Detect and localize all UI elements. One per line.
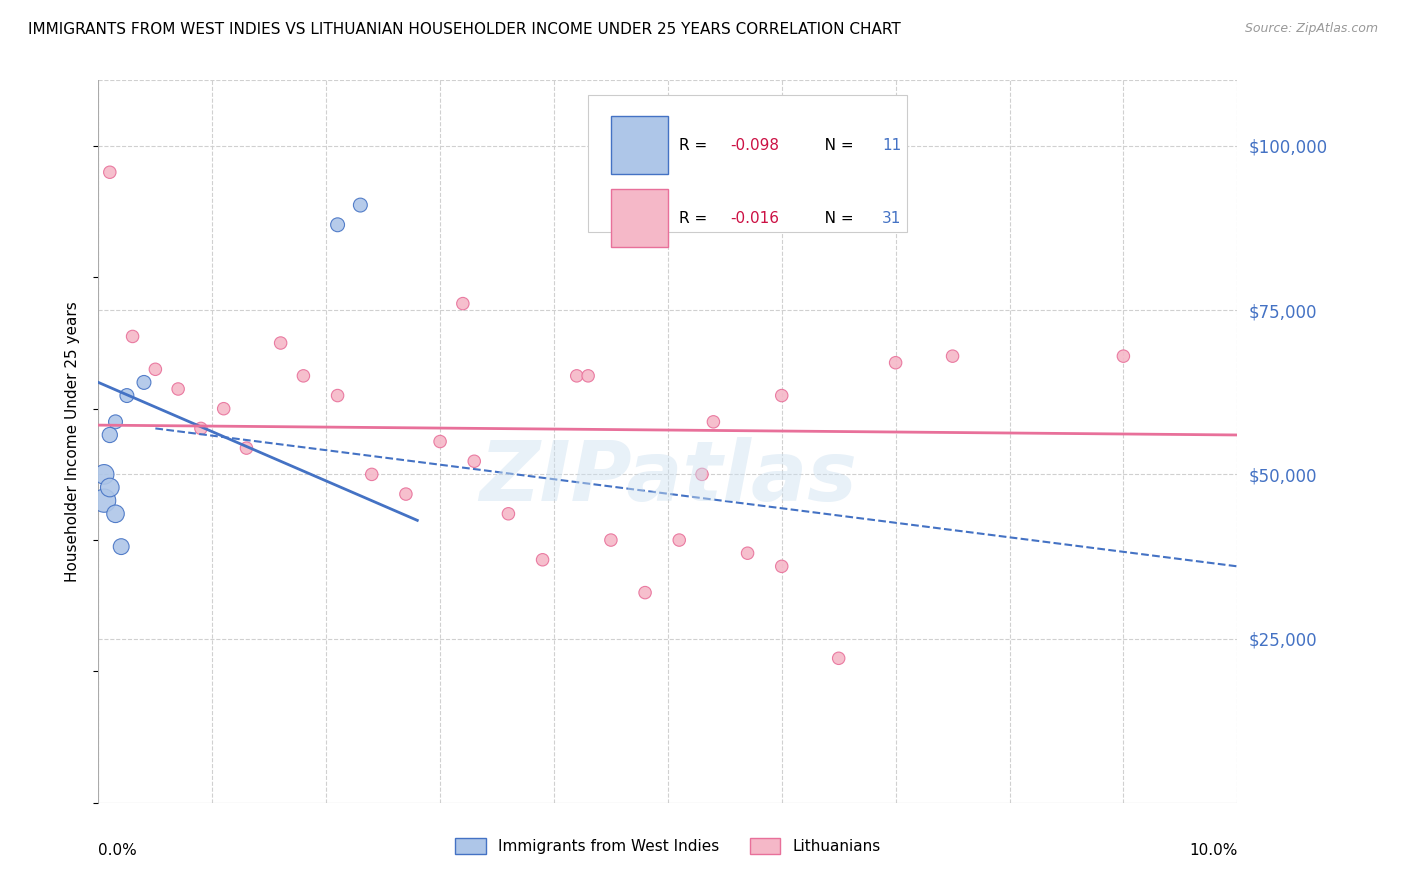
Text: Source: ZipAtlas.com: Source: ZipAtlas.com [1244,22,1378,36]
FancyBboxPatch shape [588,95,907,232]
Point [600,533,623,547]
Point [395,487,418,501]
Point [576,368,599,383]
Point [360,467,382,482]
FancyBboxPatch shape [612,189,668,247]
Text: IMMIGRANTS FROM WEST INDIES VS LITHUANIAN HOUSEHOLDER INCOME UNDER 25 YEARS CORR: IMMIGRANTS FROM WEST INDIES VS LITHUANIA… [28,22,901,37]
Point [110,540,132,554]
Text: R =: R = [679,211,713,226]
Point [93,493,115,508]
Y-axis label: Householder Income Under 25 years: Householder Income Under 25 years [65,301,80,582]
Text: 10.0%: 10.0% [1189,843,1237,857]
Point [1112,349,1135,363]
Point [115,388,138,402]
Point [349,198,371,212]
Point [167,382,190,396]
Point [942,349,965,363]
Point [828,651,851,665]
Point [132,376,155,390]
FancyBboxPatch shape [612,117,668,174]
Text: -0.016: -0.016 [731,211,779,226]
Point [104,415,127,429]
Point [235,441,257,455]
Text: N =: N = [810,137,859,153]
Text: 31: 31 [882,211,901,226]
Point [884,356,907,370]
Point [326,218,349,232]
Point [326,388,349,402]
Point [429,434,451,449]
Point [451,296,474,310]
Text: R =: R = [679,137,713,153]
Point [531,553,554,567]
Point [270,336,292,351]
Point [93,467,115,482]
Text: N =: N = [810,211,859,226]
Point [292,368,315,383]
Point [668,533,690,547]
Point [690,467,713,482]
Point [190,421,212,435]
Point [770,388,793,402]
Text: 11: 11 [882,137,901,153]
Point [463,454,485,468]
Text: -0.098: -0.098 [731,137,779,153]
Point [770,559,793,574]
Point [565,368,588,383]
Point [98,165,121,179]
Point [98,428,121,442]
Point [98,481,121,495]
Point [737,546,759,560]
Point [634,585,657,599]
Point [104,507,127,521]
Legend: Immigrants from West Indies, Lithuanians: Immigrants from West Indies, Lithuanians [449,832,887,860]
Text: 0.0%: 0.0% [98,843,138,857]
Text: ZIPatlas: ZIPatlas [479,437,856,518]
Point [145,362,167,376]
Point [702,415,724,429]
Point [212,401,235,416]
Point [121,329,143,343]
Point [498,507,520,521]
